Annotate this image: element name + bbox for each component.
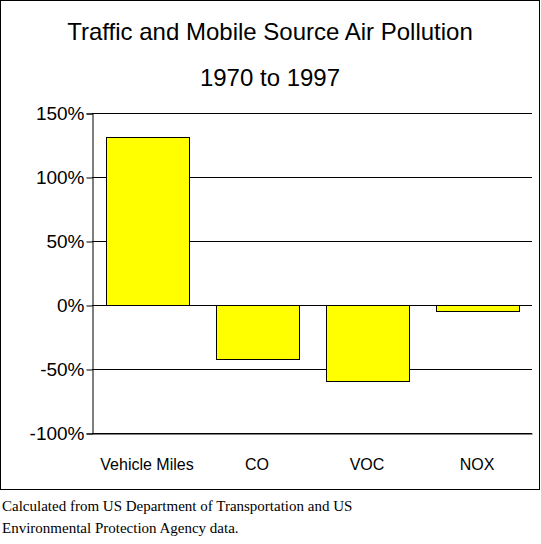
note-line: Calculated from US Department of Transpo… [2, 498, 352, 514]
x-tick: CO [245, 456, 269, 473]
y-tick-label: 0% [57, 295, 85, 316]
grid-line [92, 433, 532, 434]
y-tick-mark [87, 306, 93, 307]
y-axis: -100% -50% 0% 50% 100% 150% [30, 103, 93, 444]
y-axis-line [87, 114, 94, 434]
y-tick-label: 150% [36, 103, 85, 124]
y-tick-mark [87, 242, 93, 243]
grid [92, 114, 532, 434]
x-tick: NOX [460, 456, 495, 473]
bar [327, 306, 410, 382]
y-tick-mark [87, 178, 93, 179]
y-tick: 50% [46, 231, 92, 252]
x-axis: Vehicle Miles CO VOC NOX [93, 434, 533, 473]
chart: Traffic and Mobile Source Air Pollution 1… [0, 0, 541, 544]
bar [107, 138, 190, 306]
subtitle: 1970 to 1997 [200, 64, 340, 91]
bar [217, 306, 300, 360]
y-tick-mark [87, 434, 93, 435]
x-tick-label: Vehicle Miles [100, 456, 193, 473]
grid-line [92, 369, 532, 370]
y-tick-label: 100% [36, 167, 85, 188]
bars [107, 138, 520, 382]
y-tick: -100% [30, 423, 93, 444]
y-tick-label: 50% [46, 231, 84, 252]
title: Traffic and Mobile Source Air Pollution [67, 18, 473, 45]
y-tick: 100% [36, 167, 93, 188]
x-tick-label: CO [245, 456, 269, 473]
grid-line [92, 113, 532, 114]
x-tick: Vehicle Miles [100, 456, 193, 473]
x-axis-line [93, 434, 533, 435]
frame [1, 1, 540, 490]
y-tick-label: -100% [30, 423, 85, 444]
y-tick: -50% [40, 359, 92, 380]
note-line: Environmental Protection Agency data. [2, 520, 239, 536]
y-tick: 0% [57, 295, 92, 316]
x-tick-label: VOC [350, 456, 385, 473]
note: Calculated from US Department of Transpo… [2, 498, 352, 536]
x-tick-label: NOX [460, 456, 495, 473]
y-tick-mark [87, 114, 93, 115]
y-tick-label: -50% [40, 359, 84, 380]
bar [437, 306, 520, 312]
y-tick-mark [87, 370, 93, 371]
y-tick: 150% [36, 103, 93, 124]
x-tick: VOC [350, 456, 385, 473]
